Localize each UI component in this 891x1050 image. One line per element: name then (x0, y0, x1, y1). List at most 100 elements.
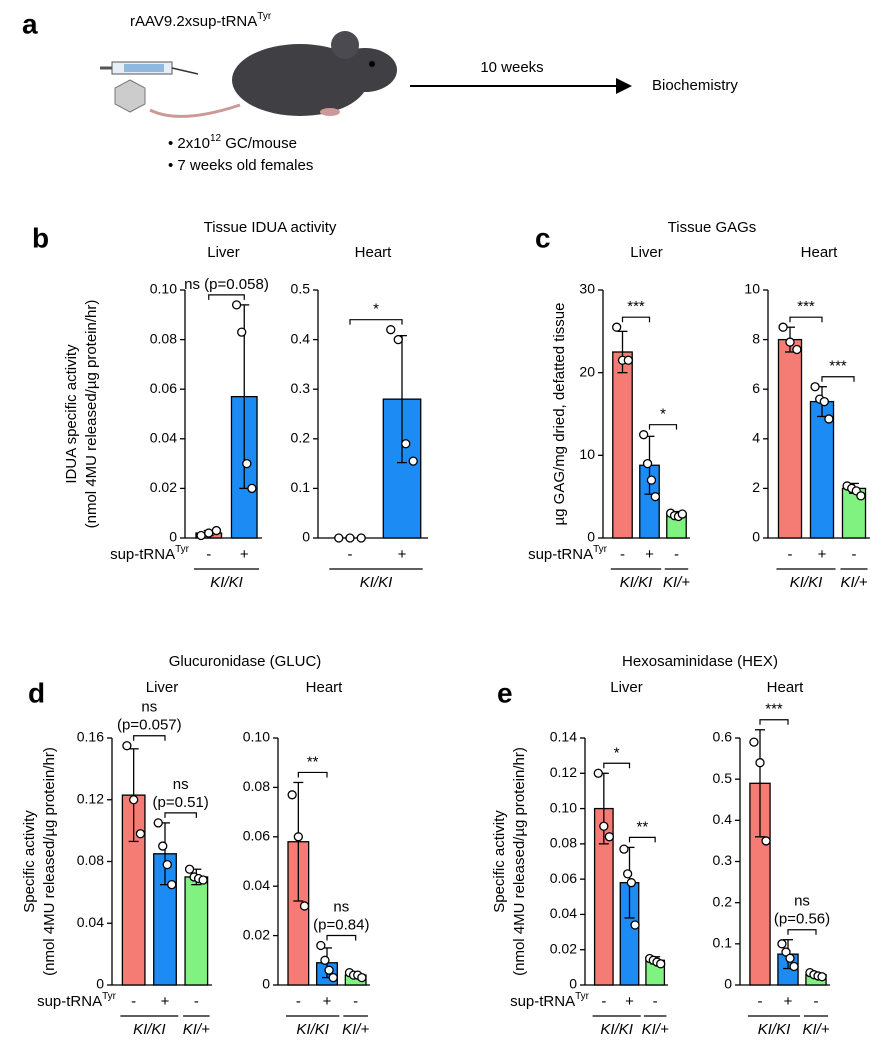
category-label: + (398, 546, 407, 563)
category-label: - (758, 993, 763, 1010)
y-tick-label: 0.14 (550, 729, 577, 745)
syringe-icon (100, 61, 199, 113)
chart-title: Heart (355, 244, 393, 261)
y-tick-label: 0.04 (243, 877, 270, 893)
chart-title: Liver (146, 679, 179, 696)
chart-title: Liver (630, 244, 663, 261)
y-tick-label: 0.06 (150, 380, 177, 396)
y-tick-label: 0.08 (150, 330, 177, 346)
panel-title: Glucuronidase (GLUC) (169, 653, 322, 670)
y-tick-label: 0.04 (77, 914, 104, 930)
data-point (356, 533, 366, 543)
y-axis-label: Specific activity (21, 810, 38, 913)
significance-bracket (297, 771, 328, 778)
genotype-label: KI/+ (342, 1021, 369, 1038)
y-axis-label: µg GAG/mg dried, defatted tissue (551, 303, 568, 526)
y-tick-label: 0 (587, 529, 595, 545)
panel-letter: d (28, 677, 45, 708)
y-tick-label: 4 (752, 430, 760, 446)
dose-unit: GC/mouse (221, 135, 297, 152)
data-point (293, 832, 303, 842)
genotype-label: KI/KI (296, 1021, 329, 1038)
data-point (630, 920, 640, 930)
duration: 10 weeks (480, 59, 543, 76)
y-tick-label: 0.08 (550, 835, 577, 851)
genotype-label: KI/KI (360, 574, 393, 591)
data-point (646, 475, 657, 485)
y-axis-label: Specific activity (491, 810, 508, 913)
bar (777, 338, 803, 539)
data-point (242, 458, 252, 469)
genotype-label: KI/KI (210, 574, 243, 591)
data-point (153, 818, 163, 828)
significance-label: ** (307, 753, 319, 770)
data-point (626, 878, 636, 888)
category-label: - (206, 546, 211, 563)
y-tick-label: 0 (169, 529, 177, 545)
y-tick-label: 0.02 (550, 940, 577, 956)
genotype-label: KI/KI (133, 1021, 166, 1038)
y-axis-label: (nmol 4MU released/µg protein/hr) (41, 747, 58, 976)
significance-bracket (759, 719, 789, 725)
significance-label: (p=0.057) (117, 717, 182, 734)
category-label: + (161, 993, 170, 1010)
y-tick-label: 0.1 (713, 935, 733, 951)
genotype-label: KI/+ (840, 574, 867, 591)
y-tick-label: 0.16 (77, 729, 104, 745)
data-point (593, 768, 603, 778)
y-axis-label: IDUA specific activity (63, 344, 80, 484)
data-point (777, 939, 787, 949)
data-point (817, 972, 827, 982)
treatment-sup: Tyr (593, 544, 608, 555)
category-label: - (788, 546, 793, 563)
mouse-icon (149, 31, 397, 118)
data-point (135, 829, 146, 839)
y-tick-label: 0.12 (550, 764, 577, 780)
panel-letter: c (535, 222, 551, 253)
dose-exponent: 12 (210, 133, 222, 144)
data-point (619, 844, 629, 854)
category-label: - (601, 993, 606, 1010)
panel-title: Tissue IDUA activity (204, 219, 337, 236)
treatment-sup: Tyr (102, 991, 117, 1002)
y-tick-label: 0 (752, 529, 760, 545)
data-point (324, 965, 334, 975)
treatment-name: sup-tRNA (528, 546, 593, 563)
y-axis-label: (nmol 4MU released/µg protein/hr) (83, 300, 100, 529)
data-point (642, 458, 653, 469)
treatment-sup: Tyr (575, 991, 590, 1002)
data-point (612, 322, 622, 332)
significance-label: (p=0.56) (774, 911, 830, 928)
data-point (162, 859, 172, 870)
significance-bracket (603, 762, 631, 769)
bar (184, 876, 209, 986)
significance-bracket (208, 294, 245, 300)
significance-label: *** (765, 701, 783, 718)
genotype-label: KI/+ (663, 574, 690, 591)
category-label: - (348, 546, 353, 563)
data-point (237, 327, 247, 337)
dose: • 2x1012 GC/mouse (168, 133, 297, 152)
y-tick-label: 0.02 (243, 926, 270, 942)
y-tick-label: 0.4 (713, 811, 733, 827)
endpoint: Biochemistry (652, 77, 738, 94)
genotype-label: KI/KI (620, 574, 653, 591)
significance-label: ns (173, 776, 189, 793)
category-label: + (818, 546, 827, 563)
category-label: + (625, 993, 634, 1010)
y-tick-label: 0.06 (550, 870, 577, 886)
y-axis-label: (nmol 4MU released/µg protein/hr) (511, 747, 528, 976)
vector-name: rAAV9.2xsup-tRNA (130, 13, 257, 30)
data-point (204, 528, 214, 538)
data-point (196, 530, 206, 541)
y-tick-label: 8 (752, 330, 760, 346)
genotype-label: KI/+ (802, 1021, 829, 1038)
panel-title: Hexosaminidase (HEX) (622, 653, 778, 670)
data-point (599, 821, 609, 831)
significance-label: (p=0.51) (153, 794, 209, 811)
significance-label: ns (141, 699, 157, 716)
data-point (158, 841, 168, 851)
panel-letter: e (497, 677, 513, 708)
y-tick-label: 0.2 (291, 430, 311, 446)
category-label: - (653, 993, 658, 1010)
